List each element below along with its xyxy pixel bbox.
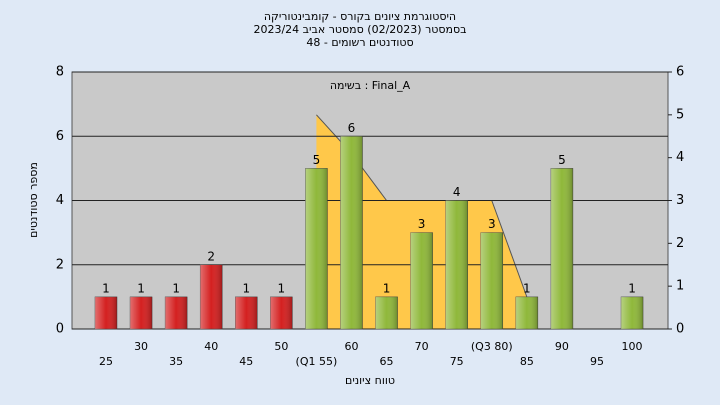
subtitle: בסמסטר (02/2023) סמסטר אביב 2023/24 [253,23,466,36]
x-tick-label: 30 [134,340,148,353]
bar-shade [621,296,644,329]
annotation: בשימה : Final_A [330,79,411,92]
y-tick-label: 8 [56,65,64,80]
bar-shade [130,296,153,329]
value-label: 1 [628,281,636,295]
y-tick-label: 0 [56,322,64,337]
y2-tick-label: 0 [676,322,684,337]
x-tick-label: (Q3 80) [471,340,513,353]
y-tick-label: 2 [56,257,64,272]
value-label: 3 [418,217,426,231]
value-label: 4 [453,185,461,199]
y2-tick-label: 4 [676,150,684,165]
value-label: 1 [137,281,145,295]
bar-shade [235,296,258,329]
x-tick-label: 70 [415,340,429,353]
bar-shade [165,296,188,329]
bar-shade [340,136,363,329]
bar-shade [270,296,293,329]
bar-shade [305,168,328,329]
y2-tick-label: 1 [676,279,684,294]
value-label: 1 [102,281,110,295]
x-tick-label: 95 [590,355,604,368]
value-label: 1 [172,281,180,295]
value-label: 1 [383,281,391,295]
y-tick-label: 4 [56,193,64,208]
x-tick-label: 50 [274,340,288,353]
value-label: 6 [348,121,356,135]
y-tick-label: 6 [56,129,64,144]
x-tick-label: 35 [169,355,183,368]
x-tick-label: (Q1 55) [296,355,338,368]
x-tick-label: 45 [239,355,253,368]
overlay-fill [316,114,527,329]
x-tick-label: 65 [380,355,394,368]
chart-title: היסטוגרמת ציונים בקורס - קומבינטוריקה [264,10,456,23]
value-label: 2 [207,249,215,263]
x-tick-label: 60 [344,340,358,353]
bar-shade [200,264,223,329]
x-tick-label: 85 [520,355,534,368]
value-label: 5 [558,153,566,167]
x-axis-label: טווח ציונים [345,374,395,387]
value-label: 3 [488,217,496,231]
y-axis-label: מספר סטודנטים [27,162,40,238]
x-tick-label: 100 [622,340,643,353]
bar-shade [95,296,117,329]
value-label: 1 [523,281,531,295]
x-tick-label: 40 [204,340,218,353]
bar-shade [445,200,468,329]
y2-tick-label: 3 [676,193,684,208]
bar-shade [480,232,503,329]
y2-tick-label: 6 [676,65,684,80]
value-label: 1 [278,281,286,295]
y2-tick-label: 5 [676,107,684,122]
bar-shade [375,296,398,329]
x-tick-label: 75 [450,355,464,368]
bar-shade [550,168,573,329]
subtitle: סטודנטים רשומים - 48 [306,36,413,49]
bar-shade [410,232,433,329]
x-tick-label: 25 [99,355,113,368]
bar-shade [515,296,538,329]
value-label: 1 [242,281,250,295]
value-label: 5 [313,153,321,167]
x-tick-label: 90 [555,340,569,353]
y2-tick-label: 2 [676,236,684,251]
